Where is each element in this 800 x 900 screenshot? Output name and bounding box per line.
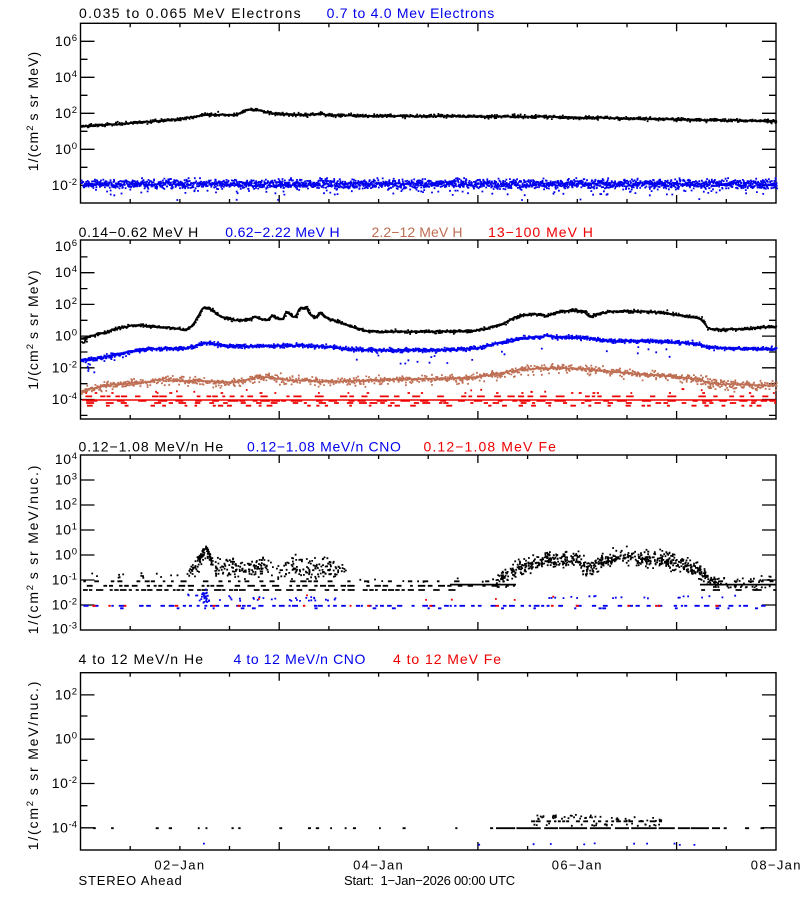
svg-text:102: 102 [55, 497, 77, 513]
svg-text:104: 104 [55, 264, 77, 280]
svg-text:100: 100 [55, 731, 77, 747]
svg-text:0.7 to 4.0 Mev Electrons: 0.7 to 4.0 Mev Electrons [327, 5, 495, 21]
svg-text:06−Jan: 06−Jan [552, 858, 603, 873]
svg-text:02−Jan: 02−Jan [154, 858, 205, 873]
svg-text:10-2: 10-2 [52, 597, 77, 613]
svg-text:10-3: 10-3 [52, 620, 77, 636]
svg-text:1/(cm2 s sr MeV/nuc.): 1/(cm2 s sr MeV/nuc.) [25, 464, 41, 634]
svg-text:106: 106 [55, 238, 77, 254]
svg-text:10-2: 10-2 [52, 775, 77, 791]
svg-text:102: 102 [55, 296, 77, 312]
svg-text:102: 102 [55, 105, 77, 121]
svg-text:1/(cm2 s sr MeV): 1/(cm2 s sr MeV) [25, 51, 41, 172]
svg-text:100: 100 [55, 141, 77, 157]
svg-text:10-2: 10-2 [52, 359, 77, 375]
svg-text:10-1: 10-1 [52, 572, 77, 588]
svg-text:10-4: 10-4 [52, 391, 77, 407]
svg-text:1/(cm2 s sr MeV): 1/(cm2 s sr MeV) [25, 269, 41, 390]
svg-text:0.14−0.62 MeV H: 0.14−0.62 MeV H [79, 224, 199, 240]
svg-text:103: 103 [55, 472, 77, 488]
svg-text:2.2−12 MeV H: 2.2−12 MeV H [372, 224, 463, 240]
svg-text:0.12−1.08 MeV/n He: 0.12−1.08 MeV/n He [79, 438, 225, 454]
svg-text:100: 100 [55, 328, 77, 344]
svg-text:4 to 12 MeV/n He: 4 to 12 MeV/n He [79, 651, 205, 667]
svg-text:08−Jan: 08−Jan [751, 858, 800, 873]
svg-text:10-2: 10-2 [52, 177, 77, 193]
svg-text:104: 104 [55, 451, 77, 467]
svg-text:0.035 to 0.065 MeV Electrons: 0.035 to 0.065 MeV Electrons [79, 5, 302, 21]
svg-text:04−Jan: 04−Jan [353, 858, 404, 873]
svg-text:101: 101 [55, 522, 77, 538]
svg-text:10-4: 10-4 [52, 819, 77, 835]
svg-text:104: 104 [55, 69, 77, 85]
svg-text:Start: 1−Jan−2026 00:00 UTC: Start: 1−Jan−2026 00:00 UTC [344, 873, 515, 888]
svg-text:STEREO Ahead: STEREO Ahead [79, 873, 183, 888]
svg-text:100: 100 [55, 547, 77, 563]
svg-text:102: 102 [55, 686, 77, 702]
svg-text:0.12−1.08 MeV Fe: 0.12−1.08 MeV Fe [424, 438, 558, 454]
svg-text:106: 106 [55, 33, 77, 49]
svg-text:4 to 12 MeV Fe: 4 to 12 MeV Fe [393, 651, 502, 667]
svg-text:13−100 MeV H: 13−100 MeV H [488, 224, 594, 240]
svg-text:1/(cm2 s sr MeV/nuc.): 1/(cm2 s sr MeV/nuc.) [25, 680, 41, 850]
svg-text:0.62−2.22 MeV H: 0.62−2.22 MeV H [225, 224, 340, 240]
svg-text:0.12−1.08 MeV/n CNO: 0.12−1.08 MeV/n CNO [247, 438, 402, 454]
svg-text:4 to 12 MeV/n CNO: 4 to 12 MeV/n CNO [234, 651, 367, 667]
